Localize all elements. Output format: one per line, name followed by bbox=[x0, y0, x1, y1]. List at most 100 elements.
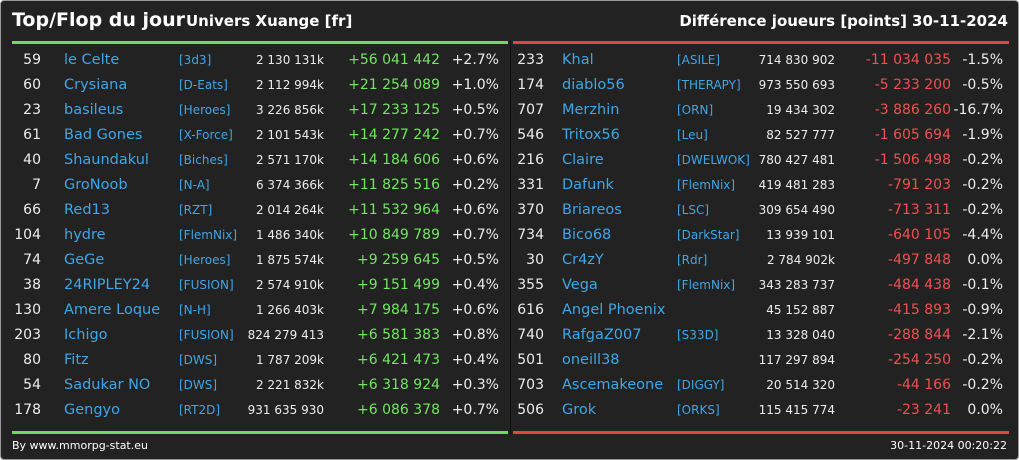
guild-tag-link[interactable]: [RZT] bbox=[179, 203, 213, 217]
guild-tag-link[interactable]: [ASILE] bbox=[677, 53, 720, 67]
percent-change: -1.5% bbox=[962, 52, 1003, 68]
percent-change: +0.5% bbox=[451, 102, 499, 118]
guild-tag-link[interactable]: [FlemNix] bbox=[677, 178, 736, 192]
player-points: 82 527 777 bbox=[766, 128, 835, 142]
player-name-link[interactable]: GroNoob bbox=[64, 177, 128, 193]
points-difference: +14 184 606 bbox=[348, 152, 440, 168]
player-rank: 734 bbox=[517, 227, 544, 243]
guild-tag-link[interactable]: [N-A] bbox=[179, 178, 210, 192]
guild-tag-link[interactable]: [FlemNix] bbox=[179, 228, 238, 242]
player-rank: 23 bbox=[23, 102, 41, 118]
guild-tag-link[interactable]: [FlemNix] bbox=[677, 278, 736, 292]
guild-tag-link[interactable]: [S33D] bbox=[677, 328, 719, 342]
player-points: 13 328 040 bbox=[766, 328, 835, 342]
guild-tag-link[interactable]: [Rdr] bbox=[677, 253, 708, 267]
guild-tag-link[interactable]: [D-Eats] bbox=[179, 78, 228, 92]
player-name-link[interactable]: Gengyo bbox=[64, 402, 121, 418]
player-rank: 38 bbox=[23, 277, 41, 293]
top-player-row: 80 Fitz [DWS] 1 787 209k +6 421 473 +0.4% bbox=[1, 348, 510, 373]
guild-tag-link[interactable]: [ORKS] bbox=[677, 403, 720, 417]
player-rank: 40 bbox=[23, 152, 41, 168]
player-rank: 616 bbox=[517, 302, 544, 318]
player-name-link[interactable]: Claire bbox=[562, 152, 604, 168]
player-name-link[interactable]: Khal bbox=[562, 52, 594, 68]
guild-tag-link[interactable]: [THERAPY] bbox=[677, 78, 741, 92]
player-name-link[interactable]: Crysiana bbox=[64, 77, 128, 93]
player-name-link[interactable]: Fitz bbox=[64, 352, 89, 368]
player-name-link[interactable]: le Celte bbox=[64, 52, 120, 68]
points-difference: -23 241 bbox=[896, 402, 951, 418]
player-name-link[interactable]: Grok bbox=[562, 402, 597, 418]
flop-player-row: 355 Vega [FlemNix] 343 283 737 -484 438 -0.1% bbox=[511, 273, 1018, 298]
player-name-link[interactable]: GeGe bbox=[64, 252, 105, 268]
player-name-link[interactable]: oneill38 bbox=[562, 352, 620, 368]
guild-tag-link[interactable]: [RT2D] bbox=[179, 403, 221, 417]
guild-tag-link[interactable]: [Leu] bbox=[677, 128, 708, 142]
percent-change: +0.7% bbox=[451, 402, 499, 418]
points-difference: -288 844 bbox=[888, 327, 951, 343]
player-name-link[interactable]: hydre bbox=[64, 227, 106, 243]
guild-tag-link[interactable]: [DarkStar] bbox=[677, 228, 740, 242]
player-name-link[interactable]: diablo56 bbox=[562, 77, 625, 93]
player-name-link[interactable]: Angel Phoenix bbox=[562, 302, 666, 318]
flop-player-row: 233 Khal [ASILE] 714 830 902 -11 034 035 -1.5… bbox=[511, 48, 1018, 73]
player-name-link[interactable]: Ichigo bbox=[64, 327, 108, 343]
player-name-link[interactable]: basileus bbox=[64, 102, 124, 118]
header-date: 30-11-2024 bbox=[912, 12, 1008, 30]
player-name-link[interactable]: Bad Gones bbox=[64, 127, 143, 143]
guild-tag-link[interactable]: [DWS] bbox=[179, 378, 218, 392]
guild-tag-link[interactable]: [DIGGY] bbox=[677, 378, 725, 392]
guild-tag-link[interactable]: [X-Force] bbox=[179, 128, 233, 142]
guild-tag-link[interactable]: [DWS] bbox=[179, 353, 218, 367]
percent-change: -0.2% bbox=[962, 177, 1003, 193]
guild-tag-link[interactable]: [N-H] bbox=[179, 303, 211, 317]
points-difference: +17 233 125 bbox=[348, 102, 440, 118]
player-name-link[interactable]: RafgaZ007 bbox=[562, 327, 642, 343]
points-difference: -3 886 260 bbox=[874, 102, 951, 118]
player-name-link[interactable]: Ascemakeone bbox=[562, 377, 664, 393]
player-name-link[interactable]: Vega bbox=[562, 277, 598, 293]
guild-tag-link[interactable]: [FUSION] bbox=[179, 278, 234, 292]
player-name-link[interactable]: Dafunk bbox=[562, 177, 614, 193]
player-name-link[interactable]: Amere Loque bbox=[64, 302, 161, 318]
player-points: 1 787 209k bbox=[255, 353, 324, 367]
top-accent-line bbox=[12, 41, 508, 44]
top-bottom-line bbox=[12, 431, 508, 434]
player-name-link[interactable]: Sadukar NO bbox=[64, 377, 151, 393]
player-name-link[interactable]: Tritox56 bbox=[562, 127, 620, 143]
player-name-link[interactable]: 24RIPLEY24 bbox=[64, 277, 151, 293]
points-difference: +11 825 516 bbox=[348, 177, 440, 193]
percent-change: +0.4% bbox=[451, 352, 499, 368]
player-rank: 546 bbox=[517, 127, 544, 143]
player-points: 1 266 403k bbox=[255, 303, 324, 317]
player-rank: 506 bbox=[517, 402, 544, 418]
player-rank: 355 bbox=[517, 277, 544, 293]
guild-tag-link[interactable]: [FUSION] bbox=[179, 328, 234, 342]
guild-tag-link[interactable]: [Heroes] bbox=[179, 253, 231, 267]
points-difference: -415 893 bbox=[888, 302, 951, 318]
top-player-row: 130 Amere Loque [N-H] 1 266 403k +7 984 175 +… bbox=[1, 298, 510, 323]
guild-tag-link[interactable]: [ORN] bbox=[677, 103, 714, 117]
percent-change: -0.1% bbox=[962, 277, 1003, 293]
percent-change: +1.0% bbox=[451, 77, 499, 93]
player-points: 780 427 481 bbox=[758, 153, 835, 167]
guild-tag-link[interactable]: [DWELWOK] bbox=[677, 153, 750, 167]
points-difference: -497 848 bbox=[888, 252, 951, 268]
player-name-link[interactable]: Bico68 bbox=[562, 227, 612, 243]
percent-change: +0.5% bbox=[451, 252, 499, 268]
player-name-link[interactable]: Merzhin bbox=[562, 102, 620, 118]
player-name-link[interactable]: Shaundakul bbox=[64, 152, 149, 168]
points-difference: +6 581 383 bbox=[357, 327, 440, 343]
flop-player-row: 734 Bico68 [DarkStar] 13 939 101 -640 105 -4.… bbox=[511, 223, 1018, 248]
top-player-row: 178 Gengyo [RT2D] 931 635 930 +6 086 378 +0.7… bbox=[1, 398, 510, 423]
flop-bottom-line bbox=[513, 431, 1009, 434]
player-name-link[interactable]: Cr4zY bbox=[562, 252, 604, 268]
guild-tag-link[interactable]: [Biches] bbox=[179, 153, 228, 167]
guild-tag-link[interactable]: [LSC] bbox=[677, 203, 710, 217]
player-name-link[interactable]: Briareos bbox=[562, 202, 622, 218]
player-points: 115 415 774 bbox=[758, 403, 835, 417]
player-name-link[interactable]: Red13 bbox=[64, 202, 110, 218]
guild-tag-link[interactable]: [Heroes] bbox=[179, 103, 231, 117]
guild-tag-link[interactable]: [3d3] bbox=[179, 53, 212, 67]
metric-label: Différence joueurs [points] bbox=[679, 12, 907, 30]
